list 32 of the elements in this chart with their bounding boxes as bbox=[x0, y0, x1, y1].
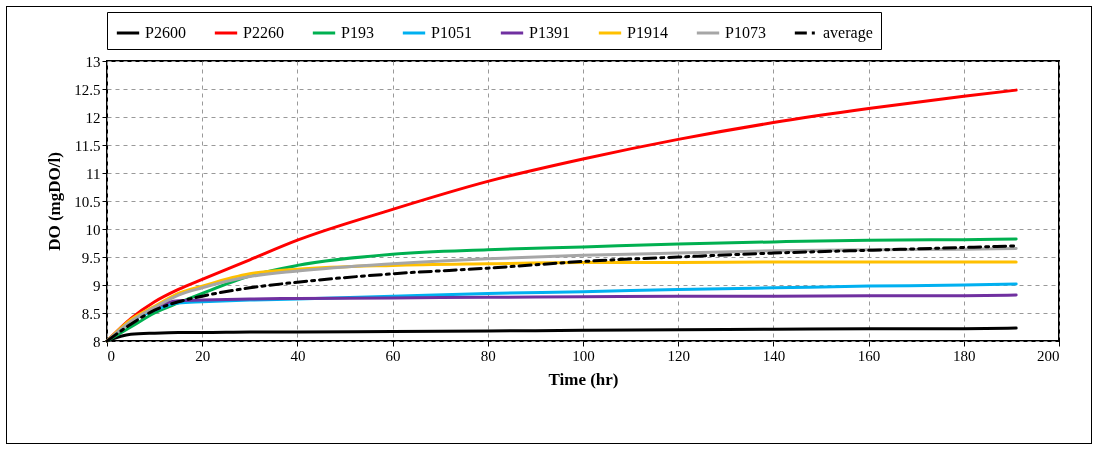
x-tick-label: 200 bbox=[1037, 347, 1060, 364]
y-tick-label: 12.5 bbox=[74, 81, 101, 98]
x-axis-title: Time (hr) bbox=[548, 369, 619, 389]
x-tick-label: 120 bbox=[667, 347, 690, 364]
legend-label: P2600 bbox=[145, 24, 186, 41]
y-tick-label: 10 bbox=[85, 221, 101, 238]
x-tick-label: 140 bbox=[762, 347, 786, 364]
y-axis-title: DO (mgDO/l) bbox=[45, 152, 65, 251]
legend-label: P1073 bbox=[725, 24, 766, 41]
y-tick-label: 13 bbox=[85, 53, 101, 70]
y-tick-label: 11 bbox=[86, 165, 101, 182]
y-tick-label: 11.5 bbox=[74, 137, 101, 154]
x-tick-label: 60 bbox=[385, 347, 401, 364]
legend-label: average bbox=[823, 24, 873, 42]
y-tick-label: 9.5 bbox=[81, 249, 101, 266]
y-tick-label: 8 bbox=[93, 333, 101, 350]
x-tick-label: 180 bbox=[953, 347, 976, 364]
legend-label: P193 bbox=[341, 24, 374, 41]
x-tick-label: 100 bbox=[572, 347, 595, 364]
legend-label: P1051 bbox=[431, 24, 472, 41]
x-tick-label: 160 bbox=[857, 347, 881, 364]
legend-label: P1914 bbox=[627, 24, 668, 41]
x-tick-label: 0 bbox=[107, 347, 115, 364]
legend-label: P1391 bbox=[529, 24, 570, 41]
y-tick-label: 9 bbox=[93, 277, 101, 294]
x-tick-label: 80 bbox=[480, 347, 496, 364]
y-tick-label: 12 bbox=[85, 109, 101, 126]
legend-label: P2260 bbox=[243, 24, 284, 41]
x-tick-label: 20 bbox=[195, 347, 211, 364]
x-tick-label: 40 bbox=[290, 347, 306, 364]
y-tick-label: 8.5 bbox=[81, 305, 101, 322]
y-tick-label: 10.5 bbox=[74, 193, 101, 210]
